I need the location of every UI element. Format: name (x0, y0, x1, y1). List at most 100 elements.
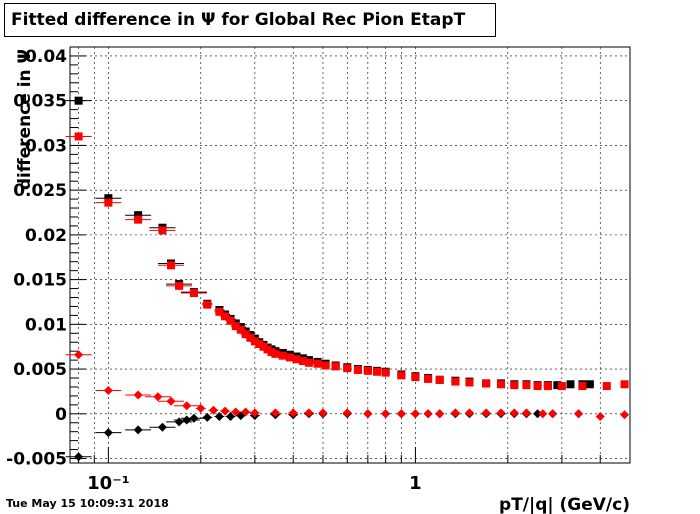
y-tick-label: 0.035 (13, 92, 67, 112)
data-point (166, 396, 176, 406)
data-point (411, 373, 420, 382)
data-point (288, 408, 298, 418)
data-point (585, 380, 594, 389)
x-axis-title: pT/|q| (GeV/c) (499, 495, 630, 514)
data-point (496, 408, 506, 418)
data-point (189, 413, 199, 423)
data-point (381, 409, 391, 419)
data-point (182, 401, 192, 411)
data-point (182, 415, 192, 425)
data-point (189, 289, 198, 298)
data-point (236, 325, 245, 334)
series-1 (65, 132, 629, 391)
data-point (74, 350, 84, 360)
data-point (153, 392, 163, 402)
timestamp: Tue May 15 10:09:31 2018 (6, 497, 169, 510)
data-point (304, 358, 313, 367)
data-point (74, 452, 84, 462)
data-point (331, 362, 340, 371)
data-point (215, 307, 224, 316)
y-tick-label: 0.04 (25, 47, 67, 67)
data-point (158, 226, 167, 235)
data-point (104, 198, 113, 207)
data-point (221, 312, 230, 321)
series-2 (65, 409, 584, 462)
data-point (342, 408, 352, 418)
data-point (203, 300, 212, 309)
y-tick-label: 0.02 (25, 226, 67, 246)
data-point (435, 409, 445, 419)
data-point (304, 408, 314, 418)
data-point (464, 408, 474, 418)
x-tick-label: 1 (409, 473, 422, 494)
grid-lines (70, 47, 631, 463)
data-point (226, 316, 235, 325)
data-point (538, 409, 548, 419)
data-point (602, 382, 611, 391)
data-point (241, 407, 251, 417)
data-point (255, 340, 264, 349)
data-point (363, 366, 372, 375)
data-point (423, 409, 433, 419)
data-point (574, 409, 584, 419)
data-point (566, 380, 575, 389)
data-point (321, 361, 330, 370)
data-point (133, 390, 143, 400)
y-tick-label: -0.005 (6, 450, 67, 470)
y-tick-label: 0.025 (13, 181, 67, 201)
tick-labels: -0.005 0 0.005 0.01 0.015 0.02 0.025 0.03 0.035 0… (6, 47, 421, 494)
data-point (208, 405, 218, 415)
data-point (250, 408, 260, 418)
data-point (292, 355, 301, 364)
data-point (241, 330, 250, 339)
x-tick-label: 10⁻¹ (87, 473, 129, 494)
data-point (104, 194, 113, 203)
data-point (167, 261, 176, 270)
data-point (313, 359, 322, 368)
data-point (226, 411, 236, 421)
chart-title: Fitted difference in Ψ for Global Rec Pi… (4, 3, 496, 37)
data-point (74, 96, 83, 105)
data-point (381, 368, 390, 377)
data-point (103, 386, 113, 396)
data-point (134, 211, 143, 220)
y-tick-label: 0.03 (25, 136, 67, 156)
data-point (509, 408, 519, 418)
series-3 (65, 350, 630, 421)
data-point (220, 406, 230, 416)
data-point (271, 349, 280, 358)
data-point (373, 367, 382, 376)
data-point (510, 381, 519, 390)
data-point (214, 411, 224, 421)
data-point (231, 322, 240, 331)
data-point (246, 333, 255, 342)
data-point (482, 379, 491, 388)
data-point (318, 408, 328, 418)
data-point (557, 382, 566, 391)
data-point (522, 381, 531, 390)
data-point (620, 410, 630, 420)
data-point (278, 351, 287, 360)
data-point (231, 407, 241, 417)
data-point (175, 281, 184, 290)
data-point (202, 412, 212, 422)
data-points (65, 96, 630, 462)
axis-ticks (70, 55, 631, 463)
data-point (595, 411, 605, 421)
data-point (103, 428, 113, 438)
data-point (548, 409, 558, 419)
data-point (533, 409, 543, 419)
data-point (424, 374, 433, 383)
data-point (465, 378, 474, 387)
data-point (270, 408, 280, 418)
data-point (363, 409, 373, 419)
data-point (157, 422, 167, 432)
data-point (74, 132, 83, 141)
data-point (397, 371, 406, 380)
data-point (196, 403, 206, 413)
data-point (410, 409, 420, 419)
data-point (133, 425, 143, 435)
y-tick-label: 0 (55, 405, 67, 425)
data-point (250, 337, 259, 346)
